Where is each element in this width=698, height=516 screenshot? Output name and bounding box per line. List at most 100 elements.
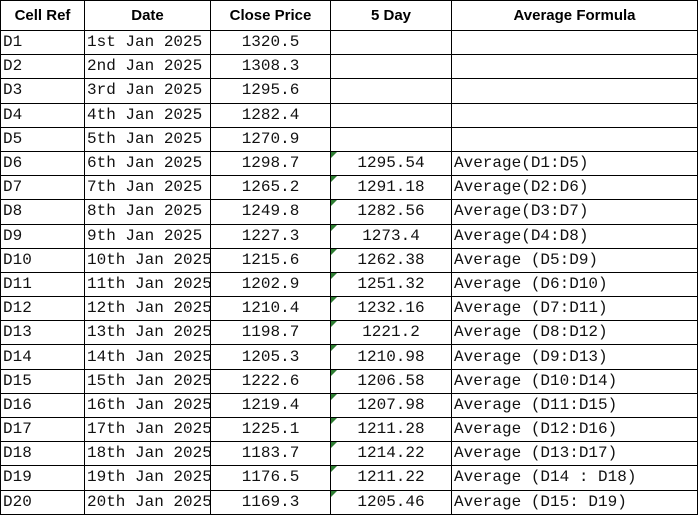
table-cell: Average (D14 : D18) — [451, 465, 698, 491]
table-cell: 1265.2 — [210, 175, 331, 201]
table-row: D20 20th Jan 2025 1169.3 1205.46 Average (D1… — [0, 489, 698, 515]
table-cell: 1202.9 — [210, 271, 331, 298]
table-cell: 11th Jan 2025 — [84, 271, 211, 298]
table-cell: 1210.98 — [330, 344, 452, 370]
table-row: D2 2nd Jan 2025 1308.3 — [0, 54, 698, 80]
table-cell: Average(D2:D6) — [451, 175, 698, 201]
table-cell: 1291.18 — [330, 175, 452, 201]
table-cell: 1295.6 — [210, 78, 331, 104]
table-cell: 1211.22 — [330, 465, 452, 491]
table-cell — [451, 54, 698, 80]
table-cell — [451, 126, 698, 152]
table-cell: D3 — [0, 78, 85, 104]
column-header: Average Formula — [451, 0, 698, 31]
table-cell: 2nd Jan 2025 — [84, 54, 211, 80]
table-cell — [330, 54, 452, 80]
table-cell — [330, 126, 452, 152]
column-header: Close Price — [210, 0, 331, 31]
table-cell: Average(D4:D8) — [451, 223, 698, 249]
table-cell: D8 — [0, 199, 85, 225]
table-row: D4 4th Jan 2025 1282.4 — [0, 102, 698, 128]
table-cell: Average (D7:D11) — [451, 296, 698, 322]
table-cell: 1232.16 — [330, 296, 452, 322]
table-row: D1 1st Jan 2025 1320.5 — [0, 29, 698, 56]
table-cell: Average (D11:D15) — [451, 392, 698, 419]
table-cell: D6 — [0, 150, 85, 177]
table-row: D5 5th Jan 2025 1270.9 — [0, 126, 698, 152]
table-cell: Average(D1:D5) — [451, 150, 698, 177]
column-header: Cell Ref — [0, 0, 85, 31]
table-cell: 3rd Jan 2025 — [84, 78, 211, 104]
table-row: D10 10th Jan 2025 1215.6 1262.38 Average (D5… — [0, 247, 698, 273]
table-cell — [330, 102, 452, 128]
table-cell: 1282.56 — [330, 199, 452, 225]
table-cell: 1176.5 — [210, 465, 331, 491]
table-cell: 1211.28 — [330, 416, 452, 443]
column-header: 5 Day — [330, 0, 452, 31]
table-cell: D16 — [0, 392, 85, 419]
table-cell: Average (D12:D16) — [451, 416, 698, 443]
table-row: D8 8th Jan 2025 1249.8 1282.56 Average(D3:D7… — [0, 199, 698, 225]
table-cell: D20 — [0, 489, 85, 515]
table-cell: D10 — [0, 247, 85, 273]
table-cell: 1198.7 — [210, 320, 331, 346]
table-cell: 8th Jan 2025 — [84, 199, 211, 225]
table-cell: Average (D9:D13) — [451, 344, 698, 370]
table-cell — [451, 78, 698, 104]
table-row: D17 17th Jan 2025 1225.1 1211.28 Average (D1… — [0, 416, 698, 443]
table-cell: 13th Jan 2025 — [84, 320, 211, 346]
table-cell: 16th Jan 2025 — [84, 392, 211, 419]
table-cell: D7 — [0, 175, 85, 201]
table-cell: 1251.32 — [330, 271, 452, 298]
column-header: Date — [84, 0, 211, 31]
table-cell: 1270.9 — [210, 126, 331, 152]
table-cell: 1249.8 — [210, 199, 331, 225]
table-cell: D13 — [0, 320, 85, 346]
table-cell: Average (D15: D19) — [451, 489, 698, 515]
table-cell: 1295.54 — [330, 150, 452, 177]
table-cell: D19 — [0, 465, 85, 491]
table-row: D19 19th Jan 2025 1176.5 1211.22 Average (D1… — [0, 465, 698, 491]
table-cell: 5th Jan 2025 — [84, 126, 211, 152]
table-cell: D14 — [0, 344, 85, 370]
table-cell: 17th Jan 2025 — [84, 416, 211, 443]
table-cell: D18 — [0, 441, 85, 467]
table-cell: Average (D8:D12) — [451, 320, 698, 346]
table-cell: 1222.6 — [210, 368, 331, 394]
table-header: Cell Ref Date Close Price 5 Day Average Form… — [0, 0, 698, 31]
table-cell: Average (D5:D9) — [451, 247, 698, 273]
table-row: D15 15th Jan 2025 1222.6 1206.58 Average (D1… — [0, 368, 698, 394]
table-cell: D15 — [0, 368, 85, 394]
table-row: D18 18th Jan 2025 1183.7 1214.22 Average (D1… — [0, 441, 698, 467]
table-cell: 1308.3 — [210, 54, 331, 80]
table-row: D12 12th Jan 2025 1210.4 1232.16 Average (D7… — [0, 296, 698, 322]
table-cell — [451, 102, 698, 128]
table-cell: Average (D13:D17) — [451, 441, 698, 467]
table-cell: 20th Jan 2025 — [84, 489, 211, 515]
table-cell: D1 — [0, 29, 85, 56]
table-cell: 1320.5 — [210, 29, 331, 56]
table-cell: D5 — [0, 126, 85, 152]
table-cell: 1262.38 — [330, 247, 452, 273]
table-row: D11 11th Jan 2025 1202.9 1251.32 Average (D6… — [0, 271, 698, 298]
table-cell: D12 — [0, 296, 85, 322]
table-cell: 7th Jan 2025 — [84, 175, 211, 201]
table-cell: 1282.4 — [210, 102, 331, 128]
table-cell: 1227.3 — [210, 223, 331, 249]
table-body: D1 1st Jan 2025 1320.5 D2 2nd Jan 2025 1308.3… — [0, 29, 698, 515]
table-cell: D4 — [0, 102, 85, 128]
table-cell: 10th Jan 2025 — [84, 247, 211, 273]
table-cell: 1298.7 — [210, 150, 331, 177]
table-row: D14 14th Jan 2025 1205.3 1210.98 Average (D9… — [0, 344, 698, 370]
table-row: D13 13th Jan 2025 1198.7 1221.2 Average (D8:… — [0, 320, 698, 346]
table-cell: Average (D6:D10) — [451, 271, 698, 298]
table-row: D3 3rd Jan 2025 1295.6 — [0, 78, 698, 104]
table-cell — [330, 78, 452, 104]
table-row: D6 6th Jan 2025 1298.7 1295.54 Average(D1:D5… — [0, 150, 698, 177]
table-cell: 1225.1 — [210, 416, 331, 443]
table-cell: 4th Jan 2025 — [84, 102, 211, 128]
table-cell — [330, 29, 452, 56]
table-cell: 1273.4 — [330, 223, 452, 249]
table-cell: 15th Jan 2025 — [84, 368, 211, 394]
